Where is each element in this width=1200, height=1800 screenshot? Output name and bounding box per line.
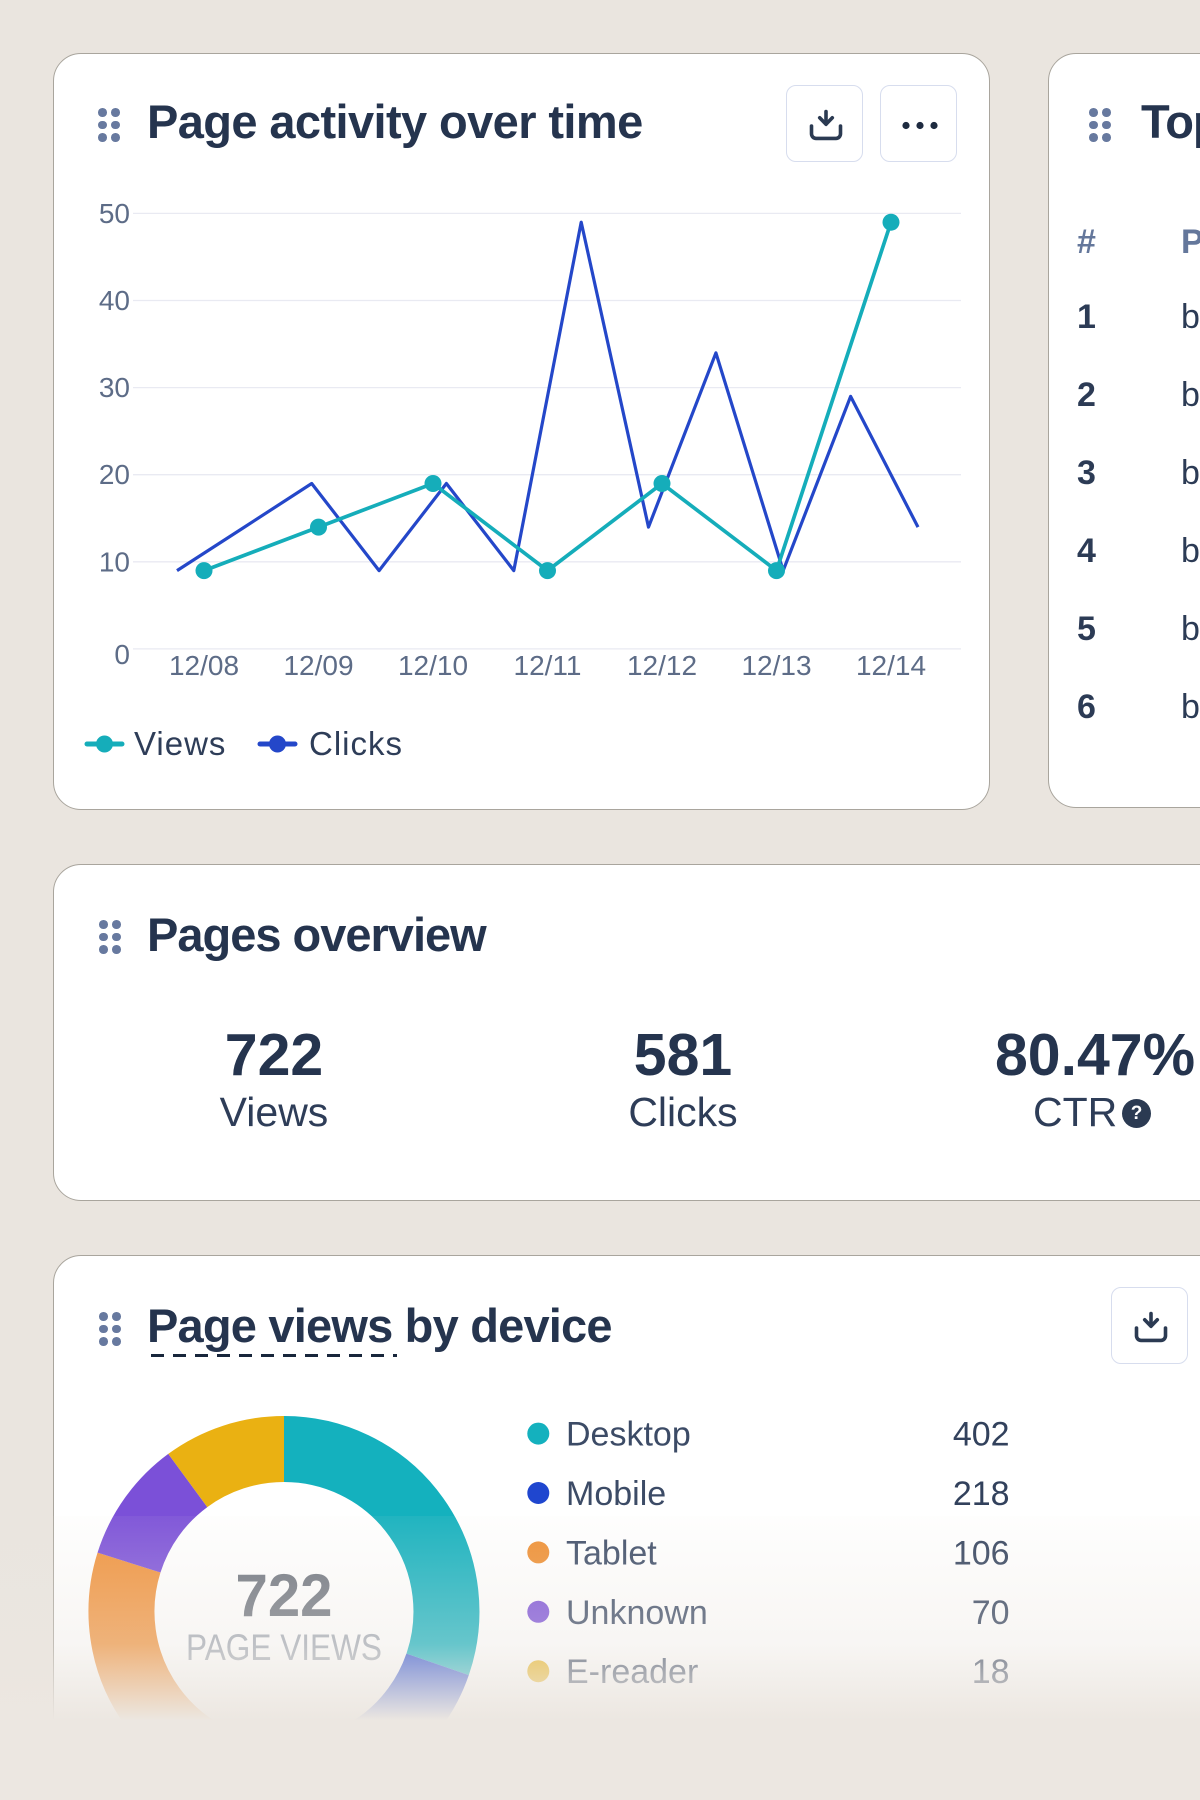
svg-text:Clicks: Clicks bbox=[309, 725, 403, 762]
svg-text:12/12: 12/12 bbox=[627, 650, 697, 681]
svg-text:12/08: 12/08 bbox=[169, 650, 239, 681]
svg-text:218: 218 bbox=[953, 1475, 1010, 1513]
svg-text:20: 20 bbox=[99, 459, 130, 490]
svg-text:12/10: 12/10 bbox=[398, 650, 468, 681]
svg-text:Desktop: Desktop bbox=[566, 1416, 691, 1454]
svg-text:402: 402 bbox=[953, 1416, 1010, 1454]
svg-text:0: 0 bbox=[114, 639, 130, 670]
svg-text:50: 50 bbox=[99, 198, 130, 229]
svg-text:40: 40 bbox=[99, 285, 130, 316]
svg-text:12/14: 12/14 bbox=[856, 650, 926, 681]
svg-text:12/11: 12/11 bbox=[514, 650, 582, 681]
svg-text:Mobile: Mobile bbox=[566, 1475, 666, 1513]
svg-text:Views: Views bbox=[134, 725, 226, 762]
svg-text:12/13: 12/13 bbox=[741, 650, 811, 681]
svg-text:30: 30 bbox=[99, 372, 130, 403]
svg-text:10: 10 bbox=[99, 546, 130, 577]
svg-text:12/09: 12/09 bbox=[283, 650, 353, 681]
